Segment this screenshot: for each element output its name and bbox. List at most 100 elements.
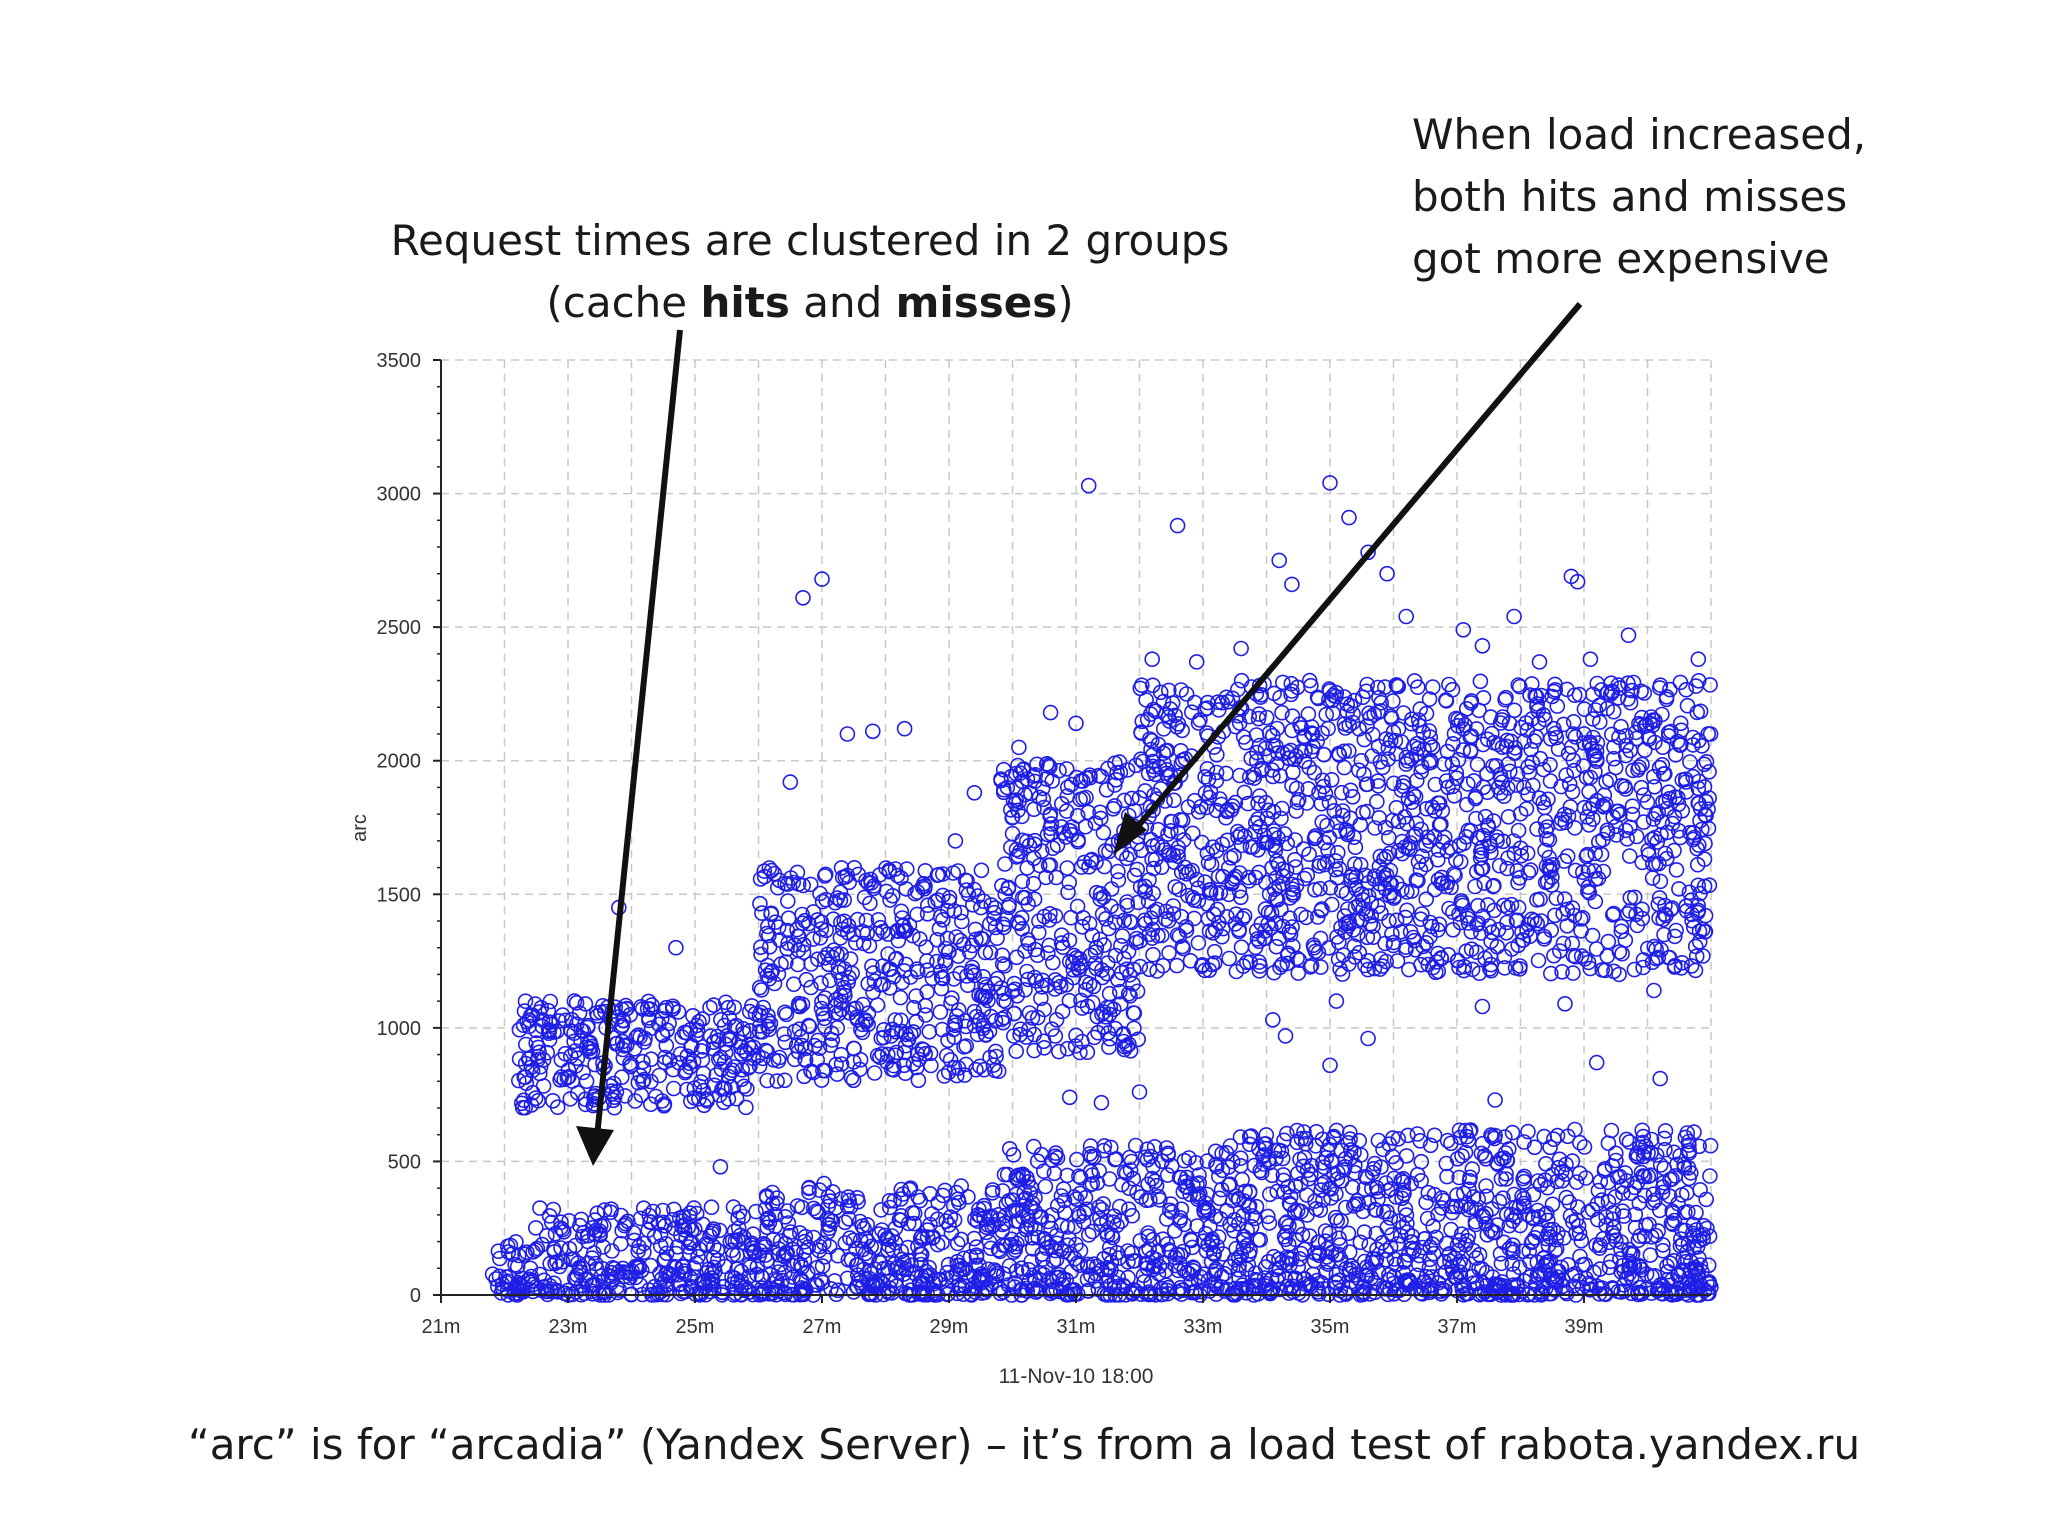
data-point: [1505, 1244, 1521, 1261]
data-point: [545, 1201, 562, 1218]
data-point: [1116, 1041, 1133, 1058]
data-point: [1103, 1261, 1119, 1278]
data-point: [893, 1191, 909, 1207]
data-point: [1668, 862, 1685, 878]
data-point: [1681, 884, 1698, 901]
data-point: [1683, 958, 1700, 974]
x-tick-label: 27m: [803, 1316, 842, 1338]
data-point: [1641, 730, 1657, 747]
data-point: [1257, 1140, 1274, 1157]
data-point: [813, 914, 830, 931]
data-point: [656, 1054, 673, 1071]
data-point: [949, 1008, 965, 1024]
data-point: [966, 1003, 983, 1020]
data-point: [1206, 906, 1222, 923]
data-point: [1311, 1245, 1328, 1261]
data-point: [1650, 804, 1667, 821]
data-point: [1369, 793, 1385, 810]
data-point: [1131, 1084, 1148, 1100]
data-point: [1329, 869, 1346, 886]
data-point: [611, 1282, 628, 1298]
data-point: [1382, 884, 1399, 901]
data-point: [1035, 791, 1052, 808]
data-point: [1136, 1274, 1152, 1290]
data-point: [1103, 898, 1119, 915]
data-point: [617, 1215, 634, 1232]
data-point: [1572, 1134, 1588, 1151]
data-point: [1174, 752, 1191, 769]
data-point: [623, 1057, 640, 1073]
data-point: [1604, 1211, 1621, 1228]
data-point: [1464, 1161, 1481, 1177]
data-point: [1218, 1145, 1235, 1161]
data-point: [1364, 748, 1380, 764]
data-point: [1269, 720, 1285, 737]
data-point: [1244, 1208, 1260, 1224]
data-point: [938, 1270, 954, 1287]
x-tick-label: 39m: [1565, 1316, 1604, 1338]
data-point: [1516, 1198, 1532, 1214]
data-point: [1535, 794, 1551, 811]
data-point: [752, 895, 768, 912]
data-point: [1581, 884, 1598, 901]
data-point: [736, 1043, 753, 1059]
data-point: [751, 979, 768, 996]
data-point: [1308, 1138, 1324, 1154]
data-point: [1598, 1209, 1614, 1225]
data-point: [603, 1083, 620, 1099]
data-point: [814, 893, 831, 910]
data-point: [1309, 689, 1326, 706]
data-point: [908, 988, 924, 1004]
data-point: [614, 1222, 631, 1239]
data-point: [1556, 853, 1572, 869]
data-point: [910, 1072, 927, 1089]
data-point: [1434, 1190, 1450, 1206]
data-point: [1176, 1262, 1192, 1278]
data-point: [1690, 1278, 1707, 1294]
data-point: [1605, 703, 1622, 720]
data-point: [790, 928, 806, 945]
data-point: [1120, 1254, 1136, 1270]
data-point: [1386, 1251, 1403, 1267]
data-point: [858, 912, 875, 929]
data-point: [1129, 861, 1145, 878]
data-point: [906, 999, 922, 1016]
data-point: [1188, 654, 1205, 670]
data-point: [1133, 724, 1149, 741]
data-point: [1600, 1135, 1617, 1151]
data-point: [693, 1286, 710, 1302]
data-point: [802, 876, 819, 893]
data-point: [1637, 742, 1653, 758]
data-point: [763, 964, 779, 981]
data-point: [1112, 983, 1128, 1000]
data-point: [1427, 881, 1443, 898]
data-point: [1421, 723, 1438, 739]
data-point: [1400, 1127, 1416, 1144]
data-point: [603, 1264, 620, 1281]
data-point: [820, 1224, 836, 1240]
data-point: [1515, 1243, 1531, 1260]
data-point: [1597, 1161, 1613, 1177]
data-point: [1154, 1153, 1170, 1170]
data-point: [1264, 1167, 1280, 1184]
data-point: [898, 956, 914, 973]
data-point: [1412, 861, 1429, 878]
data-point: [1061, 822, 1078, 839]
data-point: [1557, 995, 1573, 1012]
data-point: [1656, 926, 1672, 943]
data-point: [709, 1252, 726, 1269]
data-point: [824, 1213, 841, 1230]
data-point: [887, 861, 904, 877]
data-point: [520, 1051, 537, 1067]
data-point: [1381, 913, 1397, 929]
data-point: [772, 1256, 789, 1273]
data-point: [1251, 706, 1267, 722]
data-point: [705, 1249, 722, 1266]
data-point: [767, 1271, 784, 1287]
data-point: [1043, 816, 1060, 832]
data-point: [1436, 829, 1453, 846]
data-point: [1115, 1026, 1132, 1042]
data-point: [1161, 844, 1177, 861]
data-point: [1510, 874, 1526, 891]
data-point: [1521, 1243, 1537, 1259]
